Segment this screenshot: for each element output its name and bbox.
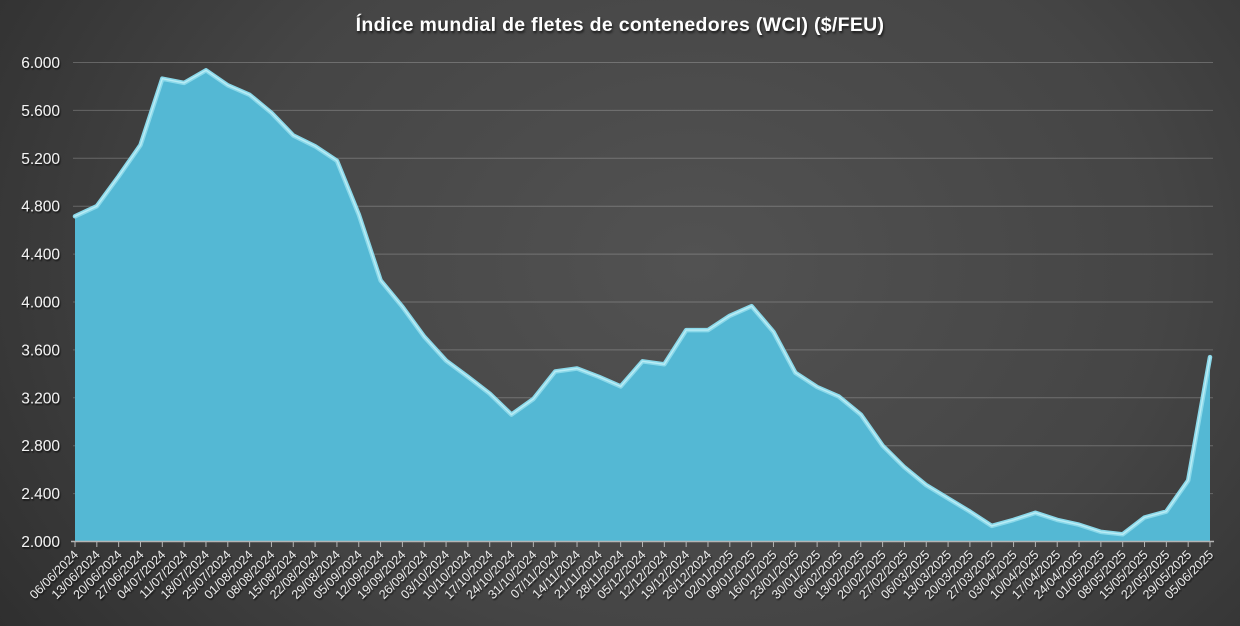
area-fill — [75, 70, 1210, 542]
y-tick-label: 3.200 — [21, 390, 60, 407]
area-edge-inner-highlight — [74, 69, 1211, 535]
area-series — [72, 68, 1213, 542]
y-axis-labels: 2.000 2.400 2.800 3.200 3.600 4.000 4.400 4.800… — [21, 55, 60, 551]
y-tick-label: 3.600 — [21, 342, 60, 359]
x-axis-labels: 06/06/202413/06/202420/06/202427/06/2024… — [27, 548, 1216, 602]
x-axis — [71, 540, 1214, 547]
chart-title: Índice mundial de fletes de contenedores… — [355, 14, 885, 36]
y-tick-label: 4.000 — [21, 295, 60, 312]
y-tick-label: 2.000 — [21, 534, 60, 551]
y-tick-label: 2.800 — [21, 438, 60, 455]
y-tick-label: 5.600 — [21, 103, 60, 120]
y-tick-label: 4.400 — [21, 247, 60, 264]
y-tick-label: 4.800 — [21, 199, 60, 216]
y-tick-label: 5.200 — [21, 151, 60, 168]
y-tick-label: 2.400 — [21, 486, 60, 503]
y-tick-label: 6.000 — [21, 55, 60, 72]
